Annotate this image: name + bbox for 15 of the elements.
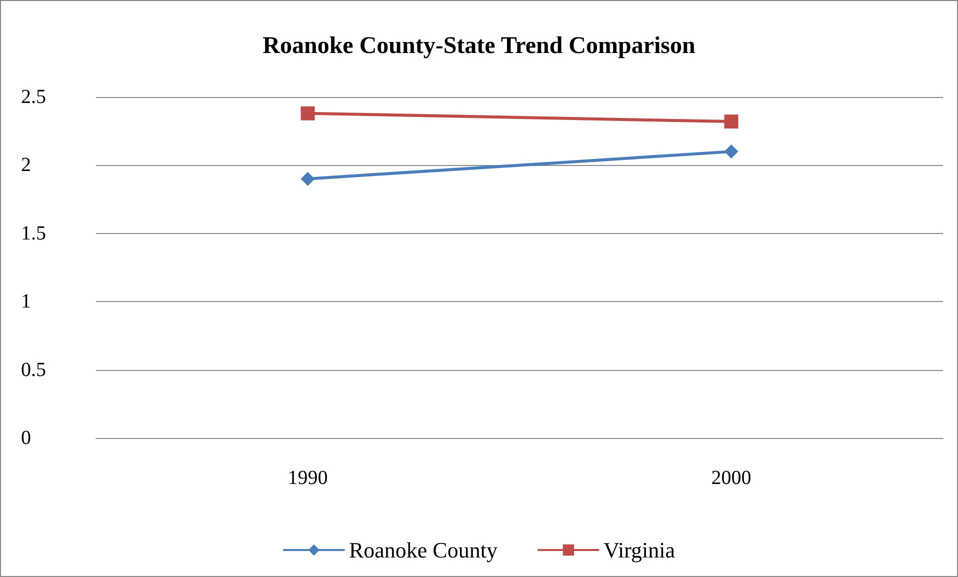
legend-label: Roanoke County xyxy=(348,538,498,562)
y-tick-label: 0.5 xyxy=(21,358,46,381)
y-tick-label: 1 xyxy=(21,290,31,313)
point xyxy=(724,114,738,129)
y-tick-label: 1.5 xyxy=(21,222,46,244)
y-tick-label: 0 xyxy=(21,427,31,449)
y-tick-label: 2 xyxy=(21,154,31,176)
point xyxy=(300,106,315,120)
x-tick-label: 2000 xyxy=(711,467,752,489)
point xyxy=(300,172,315,186)
point xyxy=(724,144,738,159)
legend-label: Virginia xyxy=(603,538,676,562)
x-tick-label: 1990 xyxy=(288,467,328,489)
chart-title: Roanoke County-State Trend Comparison xyxy=(262,33,696,59)
y-tick-label: 2.5 xyxy=(21,86,46,108)
